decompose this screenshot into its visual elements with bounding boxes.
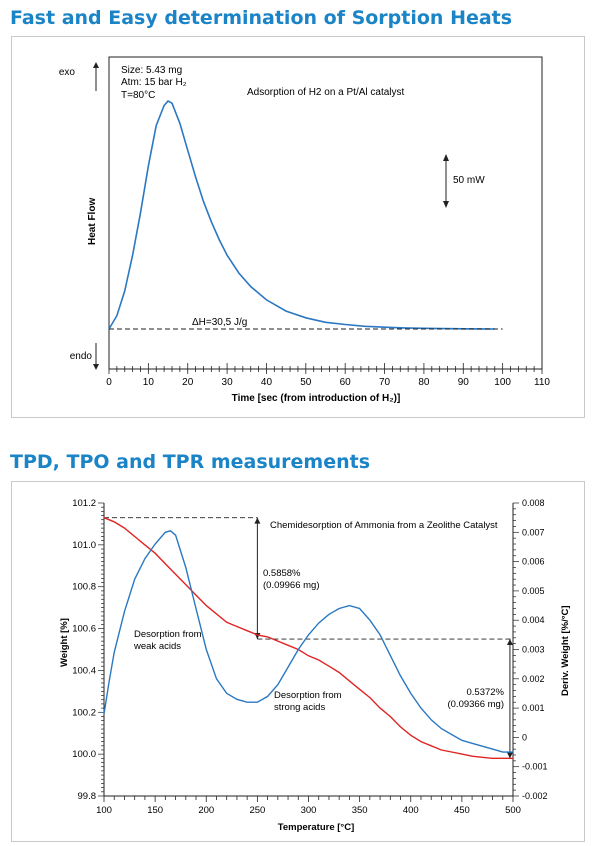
- deriv-weight-series-line: [103, 530, 513, 753]
- y-axis-label: Heat Flow: [87, 198, 98, 245]
- plot-frame: [108, 56, 543, 370]
- annotation-strong-1: Desorption from: [274, 690, 342, 701]
- y-tick-label: 100.8: [72, 582, 96, 593]
- annotation-strong-2: strong acids: [274, 702, 325, 713]
- x-tick-label: 40: [261, 377, 273, 388]
- x-tick-label: 110: [534, 377, 550, 388]
- enthalpy-annotation: ΔH=30,5 J/g: [192, 317, 247, 328]
- x-tick-label: 350: [352, 805, 368, 816]
- sorption-heat-chart: 0 10 20 30 40 50 60 70 80 90 100 110 exo endo Heat …: [59, 56, 550, 404]
- y2-tick-label: 0.006: [522, 557, 545, 567]
- x-axis-label: Temperature [°C]: [278, 822, 354, 833]
- y2-tick-label: 0.001: [522, 703, 545, 713]
- step2-arrow-head-top: [506, 639, 513, 646]
- y2-axis-label: Deriv. Weight [%/°C]: [560, 605, 571, 696]
- endo-label: endo: [70, 351, 93, 362]
- annotation-weak-1: Desorption from: [134, 629, 202, 640]
- step2-arrow-head-bottom: [506, 752, 513, 759]
- x-tick-label: 80: [418, 377, 430, 388]
- y-tick-label: 100.0: [72, 749, 96, 760]
- condition-temp: T=80°C: [121, 90, 155, 101]
- x-tick-label: 200: [198, 805, 214, 816]
- endo-arrow-head: [93, 364, 99, 370]
- y2-tick-label: -0.001: [522, 762, 548, 772]
- x-tick-label: 70: [379, 377, 391, 388]
- y2-tick-label: 0.007: [522, 527, 545, 537]
- annotation-step2-percent: 0.5372%: [466, 687, 504, 698]
- chart-panel-tpd: 100 150 200 250 300 350 400 450 500 101.2 101.0 100…: [11, 481, 585, 842]
- exo-label: exo: [59, 67, 76, 78]
- y2-tick-label: 0: [522, 732, 527, 742]
- y2-tick-label: 0.005: [522, 586, 545, 596]
- x-tick-label: 250: [249, 805, 265, 816]
- x-tick-label: 100: [96, 805, 112, 816]
- heat-flow-series-line: [108, 99, 495, 330]
- chart-title: Chemidesorption of Ammonia from a Zeolit…: [270, 520, 498, 531]
- x-tick-label: 150: [147, 805, 163, 816]
- y-tick-label: 101.2: [72, 498, 96, 509]
- x-axis-label: Time [sec (from introduction of H₂)]: [232, 393, 401, 404]
- tpd-chart: 100 150 200 250 300 350 400 450 500 101.2 101.0 100…: [59, 498, 571, 833]
- x-tick-label: 500: [505, 805, 521, 816]
- x-tick-label: 60: [340, 377, 352, 388]
- section-title-sorption: Fast and Easy determination of Sorption …: [10, 7, 513, 29]
- x-tick-label: 100: [494, 377, 511, 388]
- x-tick-label: 300: [301, 805, 317, 816]
- annotation-step1-percent: 0.5858%: [263, 568, 301, 579]
- y2-tick-label: 0.003: [522, 645, 545, 655]
- step1-arrow-head-top: [254, 517, 261, 524]
- scale-bar-head-bottom: [443, 201, 449, 208]
- x-tick-label: 400: [403, 805, 419, 816]
- scale-label: 50 mW: [453, 175, 485, 186]
- y-axis-label: Weight [%]: [59, 618, 70, 667]
- annotation-weak-2: weak acids: [133, 641, 181, 652]
- exo-arrow-head: [93, 62, 99, 68]
- y-tick-label: 100.4: [72, 665, 96, 676]
- x-tick-label: 0: [106, 377, 112, 388]
- y-tick-label: 100.2: [72, 707, 96, 718]
- x-tick-label: 30: [222, 377, 234, 388]
- x-tick-label: 50: [300, 377, 312, 388]
- y2-tick-label: 0.002: [522, 674, 545, 684]
- chart-panel-sorption: 0 10 20 30 40 50 60 70 80 90 100 110 exo endo Heat …: [11, 36, 585, 418]
- x-tick-label: 10: [143, 377, 155, 388]
- y2-tick-label: -0.002: [522, 791, 548, 801]
- section-title-tpd: TPD, TPO and TPR measurements: [10, 451, 371, 473]
- condition-atm: Atm: 15 bar H₂: [121, 77, 187, 88]
- condition-size: Size: 5.43 mg: [121, 65, 182, 76]
- x-tick-label: 20: [182, 377, 194, 388]
- scale-bar-head-top: [443, 154, 449, 161]
- x-tick-label: 90: [458, 377, 470, 388]
- weight-series-line: [103, 517, 513, 759]
- y2-tick-label: 0.004: [522, 615, 545, 625]
- x-tick-label: 450: [454, 805, 470, 816]
- y2-tick-label: 0.008: [522, 498, 545, 508]
- y-tick-label: 101.0: [72, 540, 96, 551]
- annotation-step2-mass: (0.09366 mg): [447, 699, 504, 710]
- annotation-step1-mass: (0.09966 mg): [263, 580, 320, 591]
- y-tick-label: 100.6: [72, 624, 96, 635]
- chart-title: Adsorption of H2 on a Pt/Al catalyst: [247, 87, 405, 98]
- y-tick-label: 99.8: [78, 791, 97, 802]
